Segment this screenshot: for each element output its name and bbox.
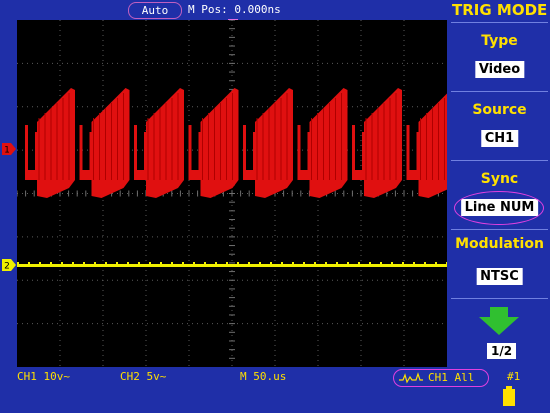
ch2-noise <box>380 262 382 264</box>
top-status-bar: Auto M Pos: 0.000ns TRIG MODE <box>0 0 550 20</box>
ch2-noise <box>413 262 415 264</box>
ch2-level-marker-icon[interactable]: 2 <box>2 259 16 271</box>
ch2-noise <box>17 262 19 264</box>
timebase-readout: M 50.us <box>240 370 287 383</box>
ch2-noise <box>149 262 151 264</box>
ch1-burst <box>37 88 75 198</box>
horizontal-position-readout: M Pos: 0.000ns <box>188 3 281 16</box>
ch2-noise <box>182 262 184 264</box>
video-trigger-icon <box>399 372 423 384</box>
ch2-noise <box>292 262 294 264</box>
ch2-noise <box>171 262 173 264</box>
menu-item-source[interactable]: Source CH1 <box>451 91 548 159</box>
menu-item-value: Line NUM <box>460 199 539 216</box>
ch1-sync-pulse <box>79 125 92 180</box>
ch2-noise <box>160 262 162 264</box>
ch2-noise <box>61 262 63 264</box>
battery-icon <box>503 386 515 406</box>
ch2-noise <box>50 262 52 264</box>
menu-item-next-page[interactable]: 1/2 <box>451 298 548 368</box>
ch2-noise <box>391 262 393 264</box>
ch2-noise <box>325 262 327 264</box>
ch2-noise <box>226 262 228 264</box>
waveform-index: #1 <box>507 370 521 383</box>
ch2-noise <box>248 262 250 264</box>
ch2-noise <box>270 262 272 264</box>
ch2-noise <box>83 262 85 264</box>
ch1-burst <box>200 88 239 198</box>
ch1-sync-pulse <box>406 125 419 180</box>
menu-item-value: CH1 <box>480 130 519 147</box>
ch2-noise <box>28 262 30 264</box>
trigger-source-readout: CH1 All <box>428 371 475 384</box>
menu-item-value: NTSC <box>476 268 523 285</box>
ch1-sync-pulse <box>188 125 201 180</box>
ch2-noise <box>138 262 140 264</box>
ch1-marker-label: 1 <box>4 146 10 156</box>
page-indicator: 1/2 <box>487 343 517 359</box>
ch2-marker-label: 2 <box>4 262 10 272</box>
ch1-burst <box>146 88 184 198</box>
ch2-noise <box>127 262 129 264</box>
ch2-noise <box>259 262 261 264</box>
ch1-burst <box>364 88 402 198</box>
ch2-noise <box>435 262 437 264</box>
ch2-noise <box>358 262 360 264</box>
ch2-noise <box>402 262 404 264</box>
ch1-scale-readout: CH1 10v~ <box>17 370 70 383</box>
ch1-burst <box>255 88 293 198</box>
ch2-noise <box>369 262 371 264</box>
menu-title: TRIG MODE <box>452 1 548 19</box>
waveform-display[interactable] <box>17 20 447 367</box>
menu-item-label: Type <box>481 33 518 49</box>
trigger-menu: Type Video Source CH1 Sync Line NUM Modu… <box>449 22 550 368</box>
ch2-noise <box>446 262 447 264</box>
ch2-noise <box>281 262 283 264</box>
ch2-noise <box>94 262 96 264</box>
ch2-noise <box>347 262 349 264</box>
menu-item-sync[interactable]: Sync Line NUM <box>451 160 548 228</box>
ch2-scale-readout: CH2 5v~ <box>120 370 167 383</box>
ch2-trace <box>17 264 447 267</box>
ch2-noise <box>303 262 305 264</box>
ch2-noise <box>336 262 338 264</box>
ch2-noise <box>39 262 41 264</box>
ch1-sync-pulse <box>297 125 310 180</box>
waveform-canvas <box>17 20 447 367</box>
ch1-burst <box>91 88 130 198</box>
down-arrow-icon <box>479 307 519 335</box>
ch2-noise <box>215 262 217 264</box>
ch2-noise <box>237 262 239 264</box>
ch1-sync-pulse <box>352 125 364 180</box>
ch2-noise <box>116 262 118 264</box>
ch1-burst <box>309 88 348 198</box>
menu-item-value: Video <box>474 61 525 78</box>
menu-item-modulation[interactable]: Modulation NTSC <box>451 229 548 297</box>
ch1-sync-pulse <box>25 125 37 180</box>
ch1-sync-pulse <box>243 125 255 180</box>
menu-item-label: Source <box>472 102 527 118</box>
ch1-level-marker-icon[interactable]: 1 <box>2 143 16 155</box>
ch2-noise <box>204 262 206 264</box>
ch2-noise <box>105 262 107 264</box>
ch2-noise <box>424 262 426 264</box>
menu-item-label: Sync <box>480 171 519 187</box>
menu-item-type[interactable]: Type Video <box>451 22 548 90</box>
ch1-sync-pulse <box>134 125 146 180</box>
trigger-status: CH1 All <box>393 369 489 387</box>
ch2-noise <box>72 262 74 264</box>
ch2-noise <box>314 262 316 264</box>
bottom-status-bar: CH1 10v~ CH2 5v~ M 50.us CH1 All #1 <box>0 368 550 413</box>
ch2-noise <box>193 262 195 264</box>
menu-item-label: Modulation <box>455 236 544 252</box>
acquisition-mode-badge: Auto <box>128 2 182 19</box>
